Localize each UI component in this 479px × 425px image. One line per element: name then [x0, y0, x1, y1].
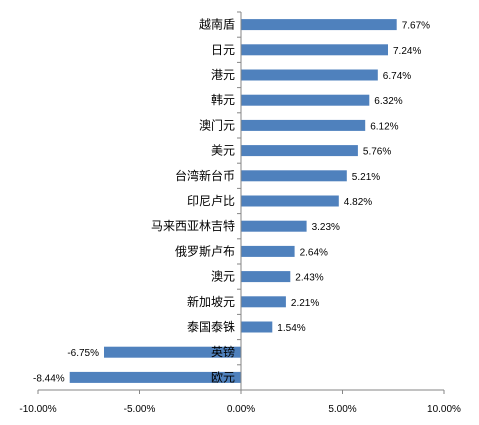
data-label: -6.75%: [67, 348, 99, 359]
x-tick-label: -5.00%: [124, 404, 156, 415]
category-label: 越南盾: [199, 17, 235, 32]
category-label: 澳元: [211, 270, 235, 284]
x-tick-label: 10.00%: [427, 404, 461, 415]
category-label: 台湾新台币: [175, 168, 235, 183]
category-label: 泰国泰铢: [187, 319, 235, 334]
data-label: 4.82%: [344, 197, 372, 208]
bar-13: [241, 321, 273, 333]
category-label: 俄罗斯卢布: [175, 243, 235, 258]
category-label: 马来西亚林吉特: [151, 218, 235, 233]
category-label: 港元: [211, 68, 235, 82]
category-label: 韩元: [211, 92, 235, 107]
data-label: 7.67%: [402, 21, 430, 32]
data-label: 1.54%: [277, 323, 305, 334]
data-label: 2.43%: [295, 273, 323, 284]
data-label: 2.21%: [291, 298, 319, 309]
category-label: 印尼卢比: [187, 193, 235, 208]
data-label: -8.44%: [33, 373, 65, 384]
x-tick-label: -10.00%: [19, 404, 56, 415]
category-label: 新加坡元: [187, 294, 235, 309]
bar-1: [241, 19, 397, 31]
bar-9: [241, 220, 307, 232]
bar-11: [241, 271, 291, 283]
bar-15: [69, 371, 241, 383]
bar-5: [241, 119, 366, 131]
category-label: 美元: [211, 144, 235, 158]
bar-14: [104, 346, 241, 358]
bar-4: [241, 94, 370, 106]
data-label: 5.21%: [352, 172, 380, 183]
data-label: 6.32%: [374, 96, 402, 107]
x-tick-label: 0.00%: [227, 404, 255, 415]
category-label: 日元: [211, 43, 235, 57]
category-label: 英镑: [211, 344, 235, 359]
data-label: 3.23%: [312, 222, 340, 233]
bar-12: [241, 296, 286, 308]
bar-10: [241, 245, 295, 257]
data-label: 2.64%: [300, 247, 328, 258]
data-label: 6.12%: [370, 121, 398, 132]
data-label: 6.74%: [383, 71, 411, 82]
data-label: 5.76%: [363, 147, 391, 158]
data-label: 7.24%: [393, 46, 421, 57]
bar-3: [241, 69, 378, 81]
category-label: 澳门元: [199, 117, 235, 132]
x-tick-label: 5.00%: [328, 404, 356, 415]
bar-7: [241, 170, 347, 182]
bar-6: [241, 145, 358, 157]
bar-8: [241, 195, 339, 207]
bar-2: [241, 44, 388, 56]
category-label: 欧元: [211, 370, 235, 384]
